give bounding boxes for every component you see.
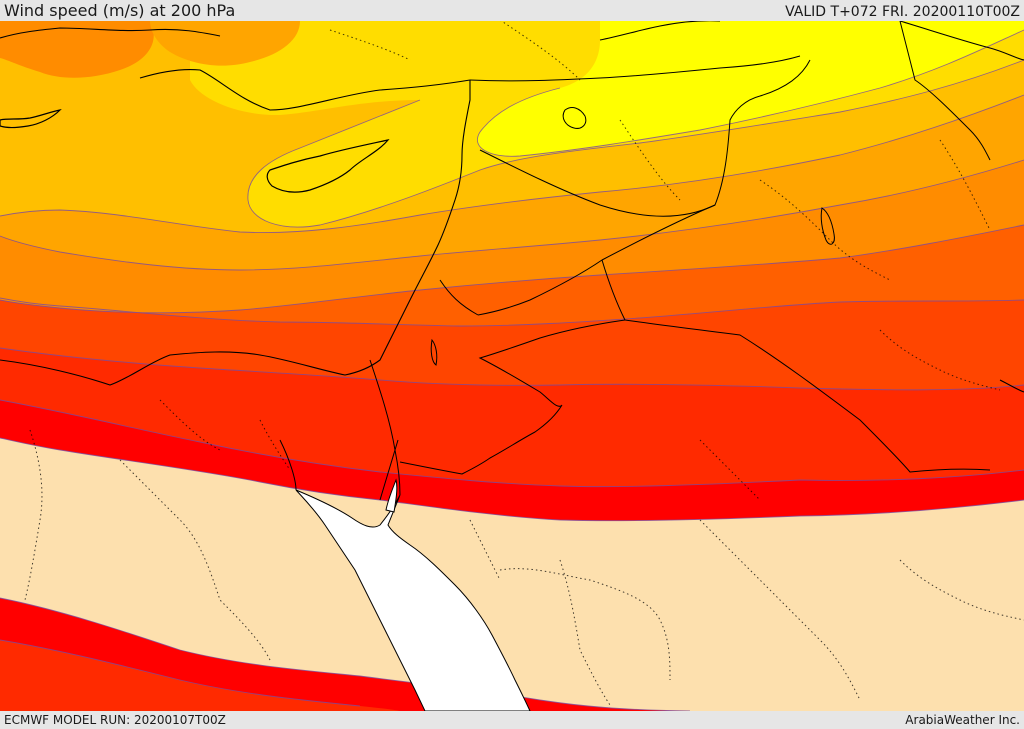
gulf-of-aqaba [385, 478, 398, 513]
credit-label: ArabiaWeather Inc. [905, 713, 1020, 727]
sinai-peninsula [279, 439, 399, 501]
map-title: Wind speed (m/s) at 200 hPa [4, 1, 236, 20]
crete-island [0, 109, 62, 129]
band-orange-west [0, 21, 154, 78]
band-yellow [477, 21, 1024, 157]
admin-boundaries [24, 21, 1024, 706]
cyprus-island [266, 139, 390, 193]
isotach-contours [0, 29, 1024, 711]
band-southern-jet-core [0, 640, 400, 711]
footer-bar: ECMWF MODEL RUN: 20200107T00Z ArabiaWeat… [0, 711, 1024, 729]
wind-speed-map[interactable] [0, 21, 1024, 711]
model-run-label: ECMWF MODEL RUN: 20200107T00Z [4, 713, 226, 727]
red-sea [295, 489, 531, 711]
band-light-orange-west [150, 21, 300, 66]
header-bar: Wind speed (m/s) at 200 hPa VALID T+072 … [0, 0, 1024, 21]
coastlines [0, 21, 1024, 393]
country-borders [369, 21, 991, 496]
lake-van [562, 107, 587, 129]
dead-sea [430, 338, 438, 366]
valid-time: VALID T+072 FRI. 20200110T00Z [785, 4, 1020, 20]
lake-urmia [820, 207, 835, 245]
